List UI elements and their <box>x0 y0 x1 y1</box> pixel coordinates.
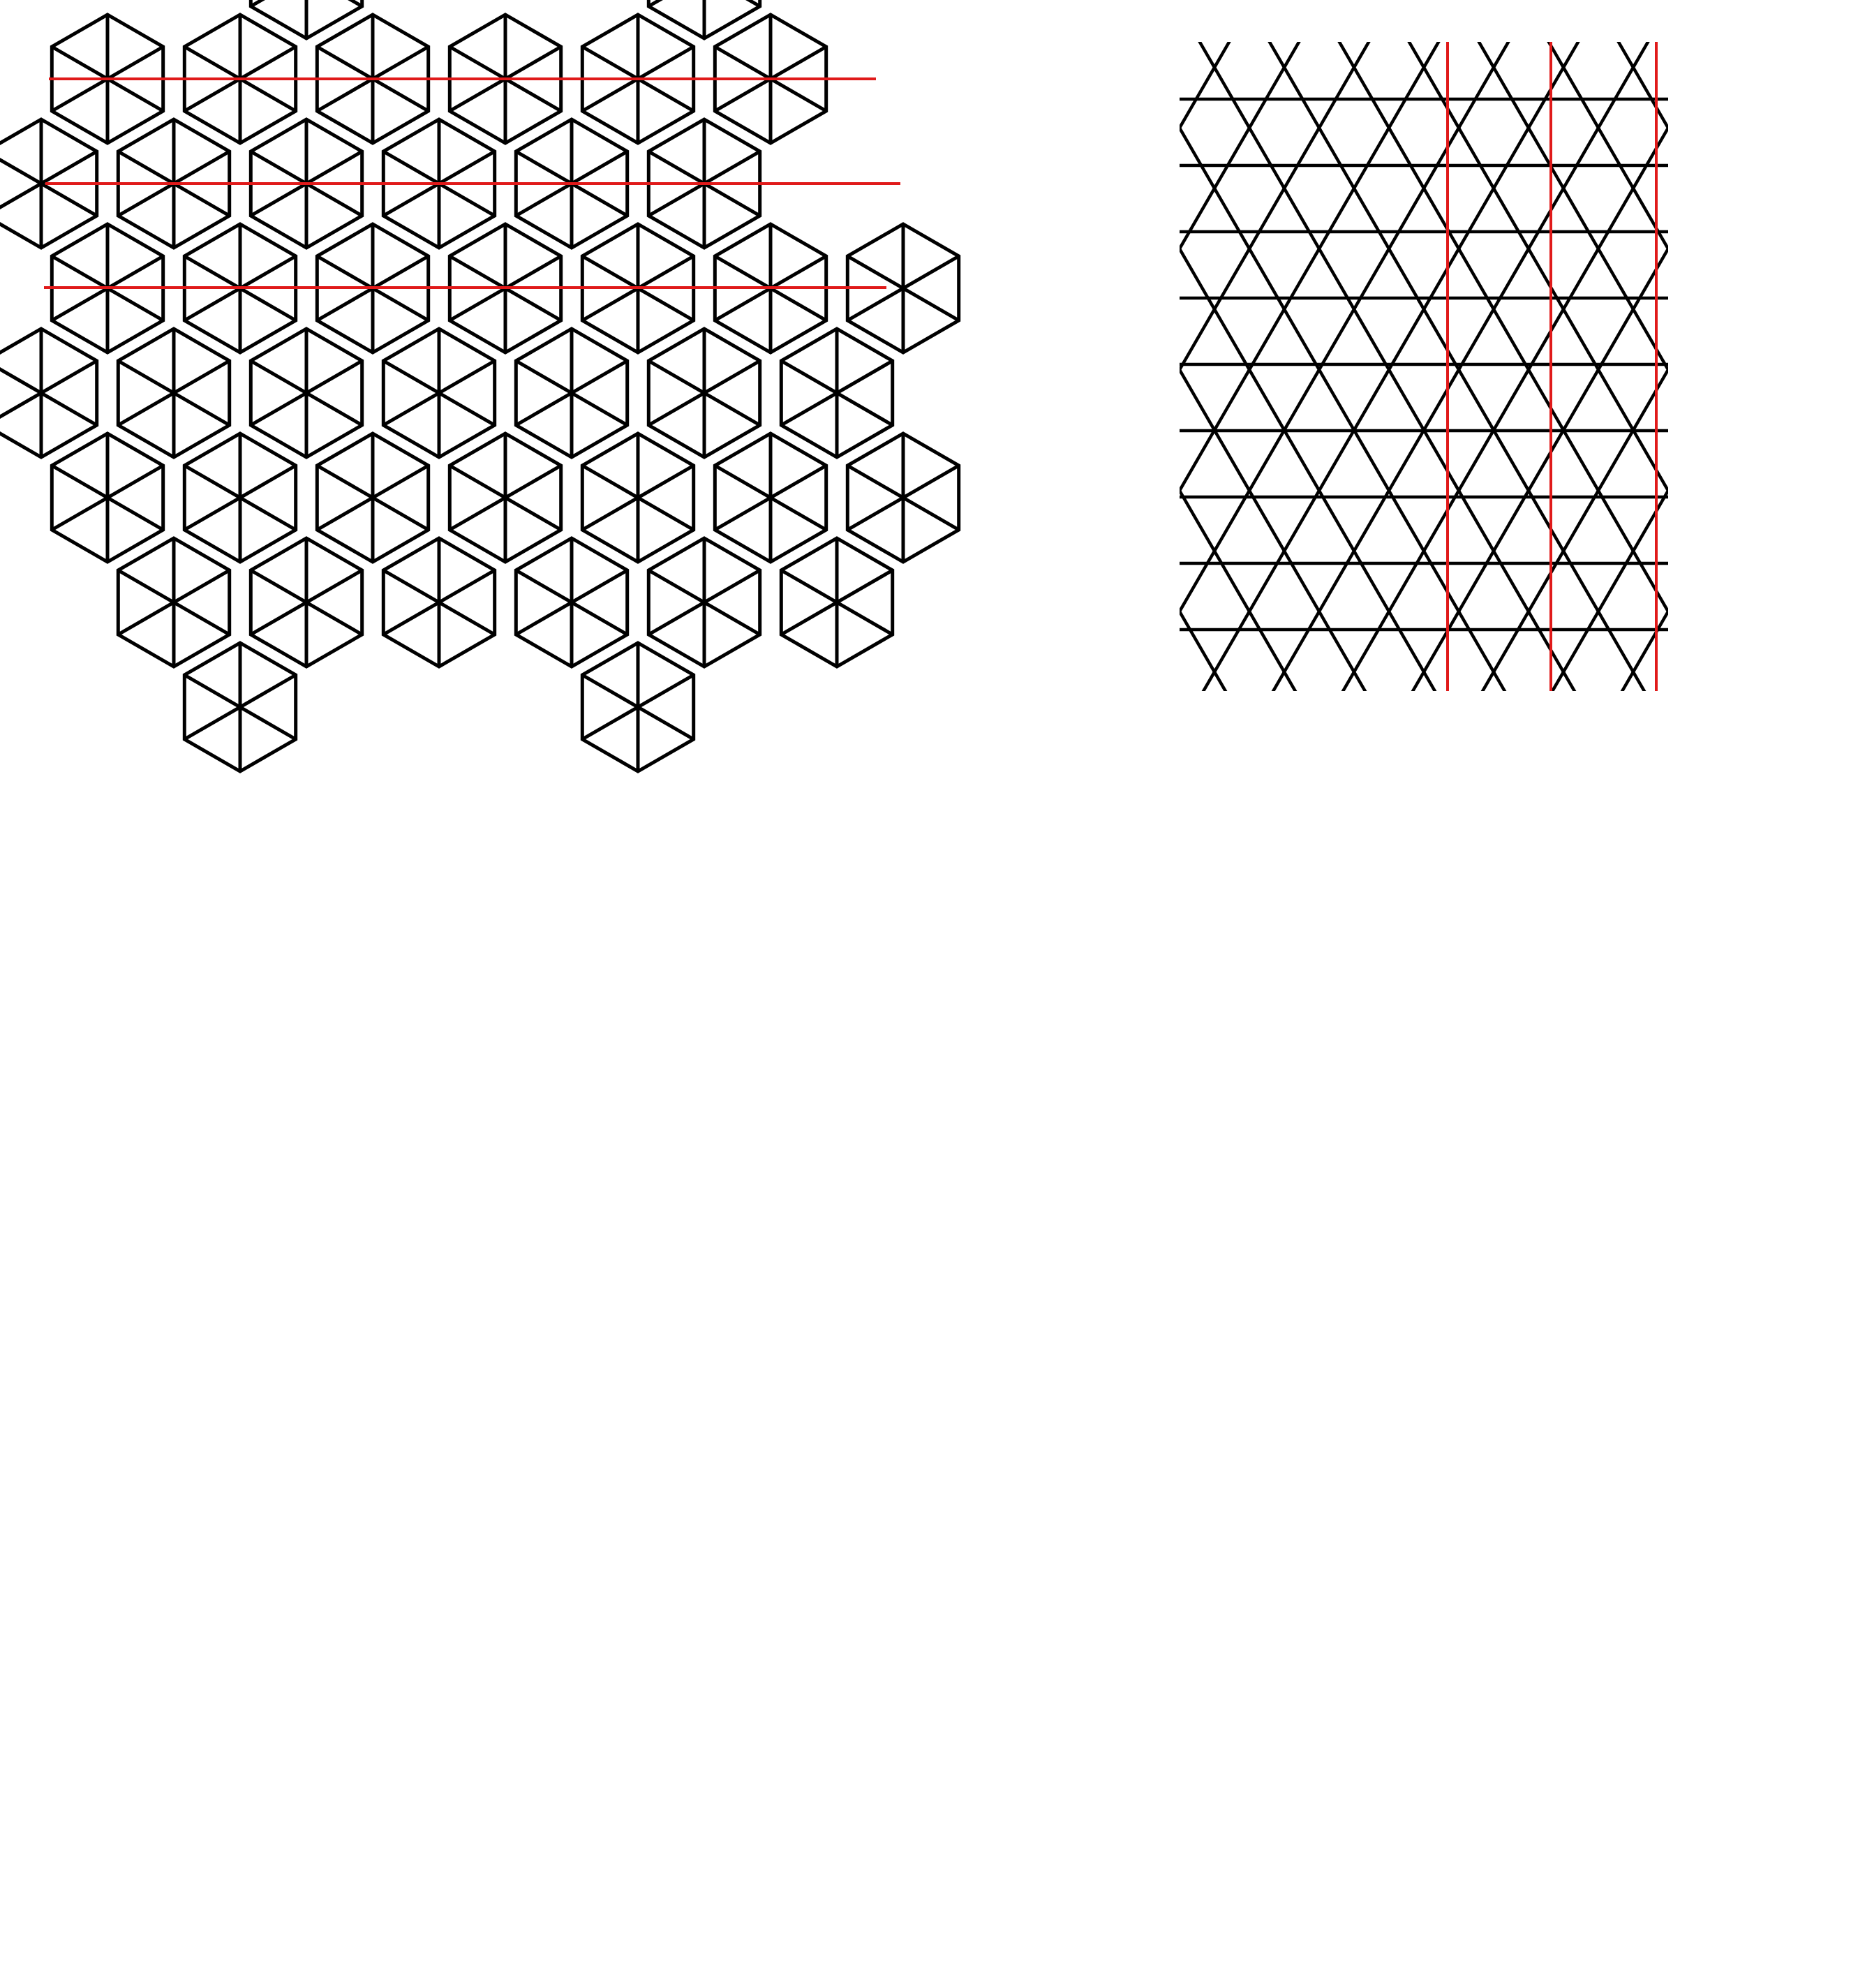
hexagon-tile <box>0 327 99 459</box>
vertical-red-guides <box>1446 42 1658 691</box>
hexagon-diagonal <box>449 463 562 532</box>
horizontal-red-guides <box>44 77 900 289</box>
lattice-slant-line <box>761 7 1176 726</box>
lattice-slant-line <box>1480 366 1668 691</box>
hexagon-diagonal <box>117 359 230 427</box>
hexagon-diagonal <box>648 359 761 427</box>
hexagon-diagonal <box>847 254 960 322</box>
lattice-slant-line <box>1180 487 1298 691</box>
hexagon-diagonal <box>581 673 694 741</box>
hexagon-diagonal <box>51 463 164 532</box>
lattice-slant-line <box>1268 42 1646 691</box>
hexagon-diagonal <box>581 463 694 532</box>
hexagon-diagonal <box>780 568 893 637</box>
lattice-slant-line <box>1341 124 1668 691</box>
lattice-slant-line <box>1808 7 1851 726</box>
lattice-slant-line <box>1672 7 1851 726</box>
hexagon-diagonal <box>382 359 496 427</box>
triangle-lattice-panel <box>342 7 1851 726</box>
lattice-slant-line <box>1337 42 1668 615</box>
lattice-slant-line <box>1180 42 1510 615</box>
lattice-slant-line <box>1738 7 1851 726</box>
hexagon-diagonal <box>117 568 230 637</box>
lattice-slant-line <box>1271 42 1650 691</box>
hexagon-diagonal <box>515 359 628 427</box>
lattice-slant-line <box>1180 245 1437 691</box>
lattice-slant-line <box>415 7 831 726</box>
lattice-slant-line <box>1616 42 1668 131</box>
hexagon-diagonal <box>184 673 297 741</box>
hexagon-diagonal <box>515 568 628 637</box>
hexagon-diagonal <box>780 359 893 427</box>
lattice-slant-line <box>1550 487 1668 691</box>
lattice-slant-line <box>1547 42 1668 252</box>
lattice-slant-line <box>1180 366 1367 691</box>
hexagon-diagonal <box>0 158 98 218</box>
lattice-slant-line <box>1180 42 1441 494</box>
hexagon-diagonal <box>847 463 960 532</box>
hexagon-diagonal <box>714 463 827 532</box>
hexagon-diagonal <box>184 463 297 532</box>
lattice-slant-line <box>1741 7 1851 726</box>
lattice-slant-line <box>1180 42 1301 252</box>
lattice-slant-line <box>1180 124 1507 691</box>
lattice-slant-line <box>764 7 1180 726</box>
hexagon-diagonal <box>250 568 363 637</box>
lattice-slant-line <box>1201 42 1580 691</box>
lattice-slant-line <box>1198 42 1577 691</box>
lattice-slant-line <box>1180 42 1231 131</box>
lattice-slant-line <box>1620 608 1668 691</box>
lattice-slant-line <box>1407 42 1668 494</box>
lattice-slant-line <box>1180 42 1371 373</box>
lattice-slant-line <box>1668 7 1851 726</box>
hexagon-diagonal <box>250 359 363 427</box>
hexagon-tiling-panel <box>0 0 961 773</box>
lattice-slant-line <box>342 7 757 726</box>
hexagon-diagonal <box>0 367 98 427</box>
lattice-slant-line <box>1811 7 1851 726</box>
lattice-slant-line <box>1411 245 1668 691</box>
lattice-slant-line <box>694 7 1110 726</box>
hexagon-diagonal <box>316 463 429 532</box>
hexagon-diagonal <box>382 568 496 637</box>
hexagon-diagonal <box>648 568 761 637</box>
